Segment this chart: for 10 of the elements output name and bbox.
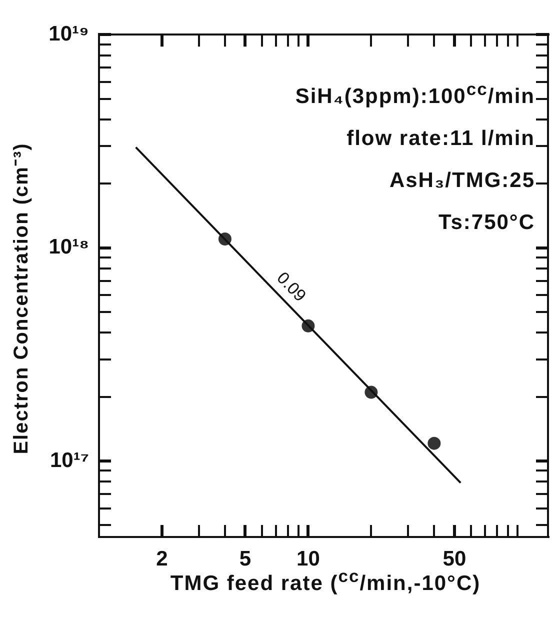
x-tick-label: 2 [156,547,168,570]
annotation: AsH₃/TMG:25 [388,168,535,194]
annotation: SiH₄(3ppm):100$^{cc}$/min [295,78,535,110]
y-tick-label: 10¹⁷ [50,448,89,472]
annotation: flow rate:11 l/min [346,126,535,152]
y-tick-label: 10¹⁸ [48,236,89,259]
annotation: Ts:750°C [437,210,535,236]
y-tick-label: 10¹⁹ [48,22,89,46]
y-axis-title: Electron Concentration (cm⁻³) [10,142,34,456]
annotation: 0.09 [273,268,310,306]
